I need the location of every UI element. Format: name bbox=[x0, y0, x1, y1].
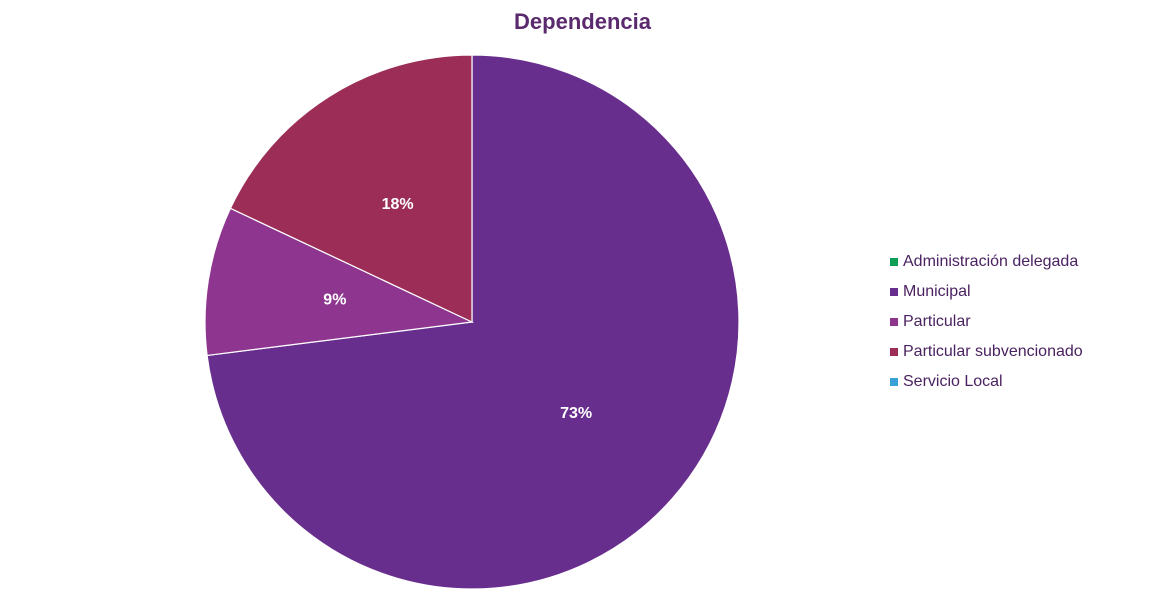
legend-label: Municipal bbox=[903, 283, 971, 300]
legend: Administración delegada Municipal Particul… bbox=[890, 247, 1083, 397]
data-label-particular-subvencionado: 18% bbox=[382, 196, 414, 213]
pie-slice-particular-subvencionado bbox=[229, 54, 473, 323]
legend-item: Particular subvencionado bbox=[890, 337, 1083, 367]
legend-item: Particular bbox=[890, 307, 1083, 337]
legend-swatch bbox=[890, 378, 898, 386]
legend-item: Servicio Local bbox=[890, 367, 1083, 397]
legend-label: Servicio Local bbox=[903, 373, 1003, 390]
chart-title: Dependencia bbox=[514, 9, 651, 34]
data-label-particular: 9% bbox=[323, 291, 346, 308]
legend-swatch bbox=[890, 348, 898, 356]
legend-label: Particular subvencionado bbox=[903, 343, 1083, 360]
legend-swatch bbox=[890, 318, 898, 326]
legend-item: Municipal bbox=[890, 277, 1083, 307]
legend-label: Particular bbox=[903, 313, 971, 330]
legend-swatch bbox=[890, 258, 898, 266]
legend-swatch bbox=[890, 288, 898, 296]
legend-item: Administración delegada bbox=[890, 247, 1083, 277]
pie-slice-particular bbox=[204, 207, 475, 357]
legend-label: Administración delegada bbox=[903, 253, 1079, 270]
data-label-municipal: 73% bbox=[560, 405, 592, 422]
